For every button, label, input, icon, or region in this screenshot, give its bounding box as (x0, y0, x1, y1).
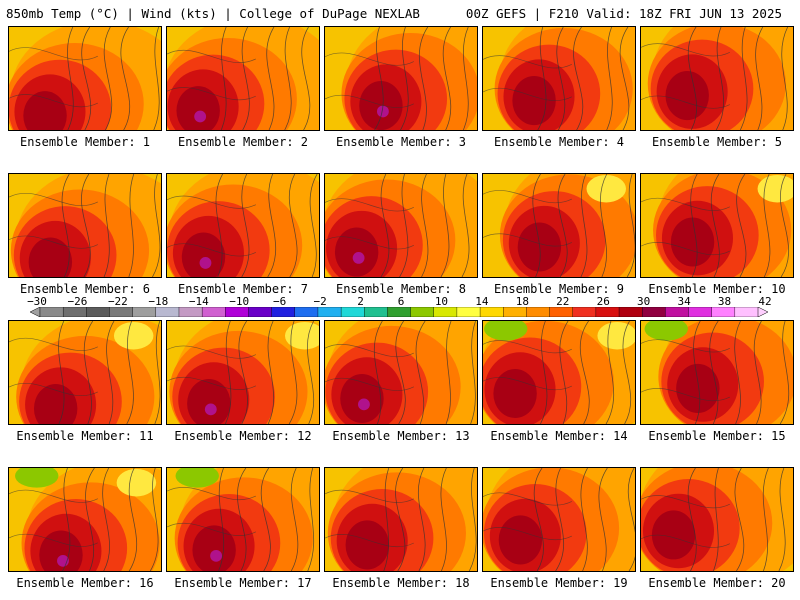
ensemble-map-panel (166, 467, 320, 572)
colorbar-swatch (433, 307, 458, 317)
ensemble-map-panel (640, 173, 794, 278)
colorbar-swatch (410, 307, 435, 317)
colorbar-min-arrow (30, 307, 41, 317)
ensemble-member-label: Ensemble Member: 19 (490, 576, 628, 590)
ensemble-map-panel (640, 26, 794, 131)
ensemble-member-label: Ensemble Member: 3 (335, 135, 467, 149)
ensemble-member-label: Ensemble Member: 16 (16, 576, 154, 590)
colorbar-swatch (641, 307, 666, 317)
colorbar-tick-label: −26 (67, 295, 88, 308)
ensemble-member-label: Ensemble Member: 13 (332, 429, 470, 443)
ensemble-map-panel (8, 26, 162, 131)
colorbar-tick-label: −6 (273, 295, 287, 308)
ensemble-member-label: Ensemble Member: 11 (16, 429, 154, 443)
colorbar-tick-label: 6 (397, 295, 405, 308)
colorbar-tick-label: 34 (677, 295, 691, 308)
colorbar-swatch (178, 307, 203, 317)
colorbar-tick-label: 38 (717, 295, 732, 308)
colorbar-swatch (618, 307, 643, 317)
ensemble-map-panel (482, 320, 636, 425)
colorbar-swatch (479, 307, 504, 317)
ensemble-map-panel (324, 320, 478, 425)
colorbar-tick-label: 2 (357, 295, 364, 308)
ensemble-member-label: Ensemble Member: 4 (493, 135, 625, 149)
ensemble-map-panel (482, 173, 636, 278)
ensemble-map-panel (166, 320, 320, 425)
ensemble-map-panel (324, 26, 478, 131)
ensemble-map-panel (8, 173, 162, 278)
colorbar-swatch (711, 307, 736, 317)
colorbar-tick-label: 42 (758, 295, 772, 308)
colorbar-tick-label: 30 (637, 295, 651, 308)
colorbar-swatch (734, 307, 759, 317)
ensemble-map-panel (482, 467, 636, 572)
colorbar-swatch (109, 307, 134, 317)
colorbar-swatch (665, 307, 690, 317)
ensemble-member-label: Ensemble Member: 14 (490, 429, 628, 443)
colorbar-swatch (364, 307, 388, 317)
colorbar-tick-label: 18 (515, 295, 529, 308)
ensemble-member-label: Ensemble Member: 7 (177, 282, 309, 296)
colorbar-swatch (248, 307, 273, 317)
colorbar-tick-label: −18 (148, 295, 169, 308)
ensemble-member-label: Ensemble Member: 10 (648, 282, 786, 296)
map-title: 850mb Temp (°C) | Wind (kts) | College o… (6, 6, 420, 21)
ensemble-map-panel (640, 320, 794, 425)
ensemble-map-panel (8, 467, 162, 572)
colorbar-swatch (688, 307, 713, 317)
colorbar-swatch (294, 307, 319, 317)
colorbar-swatch (503, 307, 527, 317)
ensemble-member-label: Ensemble Member: 8 (335, 282, 467, 296)
colorbar-tick-label: 10 (434, 295, 449, 308)
ensemble-member-label: Ensemble Member: 20 (648, 576, 786, 590)
colorbar-swatch (132, 307, 157, 317)
ensemble-member-label: Ensemble Member: 18 (332, 576, 470, 590)
ensemble-map-panel (482, 26, 636, 131)
colorbar-swatch (86, 307, 110, 317)
ensemble-member-label: Ensemble Member: 1 (19, 135, 151, 149)
colorbar-tick-label: −14 (188, 295, 209, 308)
ensemble-member-label: Ensemble Member: 2 (177, 135, 309, 149)
colorbar-tick-label: 14 (475, 295, 489, 308)
ensemble-member-label: Ensemble Member: 12 (174, 429, 312, 443)
temperature-colorbar (30, 307, 768, 317)
colorbar-tick-label: 22 (556, 295, 570, 308)
colorbar-swatch (155, 307, 180, 317)
colorbar-tick-label: −2 (313, 295, 327, 308)
colorbar-swatch (39, 307, 64, 317)
ensemble-member-label: Ensemble Member: 17 (174, 576, 312, 590)
colorbar-tick-label: 26 (596, 295, 610, 308)
colorbar-swatch (271, 307, 296, 317)
ensemble-map-panel (324, 467, 478, 572)
colorbar-swatch (526, 307, 551, 317)
colorbar-swatch (225, 307, 249, 317)
colorbar-swatch (317, 307, 342, 317)
colorbar-max-arrow (757, 307, 768, 317)
ensemble-map-panel (640, 467, 794, 572)
ensemble-member-label: Ensemble Member: 9 (493, 282, 625, 296)
model-run-info: 00Z GEFS | F210 Valid: 18Z FRI JUN 13 20… (465, 6, 782, 21)
ensemble-map-panel (8, 320, 162, 425)
ensemble-map-panel (324, 173, 478, 278)
colorbar-tick-label: −30 (27, 295, 47, 308)
colorbar-tick-label: −10 (229, 295, 250, 308)
ensemble-map-panel (166, 26, 320, 131)
ensemble-member-label: Ensemble Member: 5 (651, 135, 783, 149)
colorbar-swatch (201, 307, 226, 317)
ensemble-member-label: Ensemble Member: 15 (648, 429, 786, 443)
colorbar-swatch (572, 307, 597, 317)
colorbar-swatch (62, 307, 87, 317)
colorbar-tick-label: −22 (107, 295, 128, 308)
colorbar-swatch (549, 307, 574, 317)
colorbar-swatch (340, 307, 365, 317)
colorbar-swatch (595, 307, 620, 317)
colorbar-swatch (387, 307, 412, 317)
ensemble-map-panel (166, 173, 320, 278)
ensemble-member-label: Ensemble Member: 6 (19, 282, 151, 296)
colorbar-swatch (456, 307, 481, 317)
